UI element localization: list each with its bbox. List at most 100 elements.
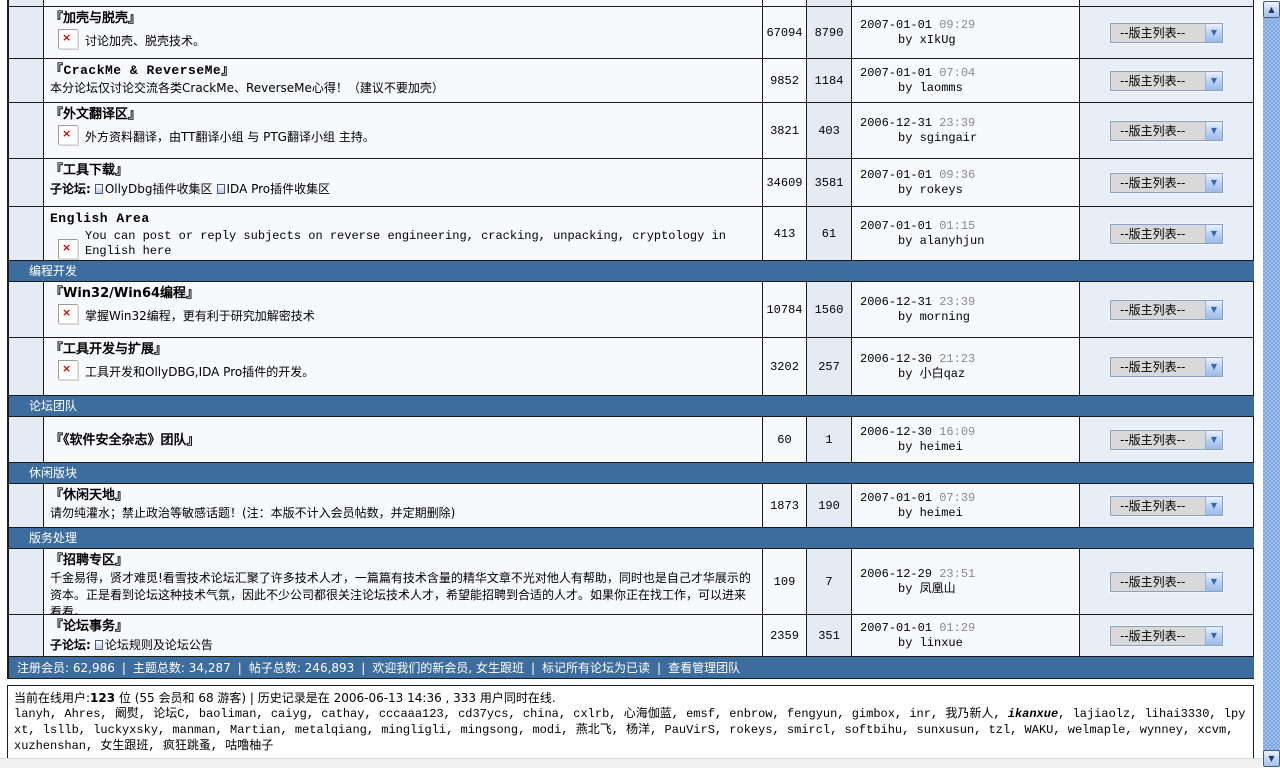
moderator-select[interactable]: --版主列表-- ▼	[1110, 571, 1223, 592]
lastpost-time: 09:29	[939, 17, 976, 32]
lastpost-cell: 2006-12-31 23:39 by sgingair	[852, 103, 1080, 158]
lastpost-date: 2007-01-01	[860, 620, 933, 635]
lastpost-date: 2007-01-01	[860, 490, 933, 505]
lastpost-cell: 2007-01-01 09:29 by xIkUg	[852, 7, 1080, 58]
lastpost-date: 2006-12-31	[860, 294, 933, 309]
moderator-select-label: --版主列表--	[1120, 359, 1186, 374]
moderator-select[interactable]: --版主列表-- ▼	[1110, 625, 1223, 646]
forum-link[interactable]: 『招聘专区』	[50, 553, 129, 568]
forum-status-cell	[9, 484, 44, 527]
section-header-admin[interactable]: 版务处理	[9, 528, 1254, 549]
lastpost-author-link[interactable]: by xIkUg	[898, 32, 956, 47]
moderator-select-label: --版主列表--	[1120, 628, 1186, 643]
broken-image-icon: ×	[58, 125, 78, 145]
lastpost-author-link[interactable]: by 凤凰山	[898, 581, 956, 596]
forum-link[interactable]: 『休闲天地』	[50, 488, 129, 503]
online-users-prefix: 当前在线用户:	[14, 691, 91, 705]
posts-count: 257	[807, 338, 852, 395]
forum-status-cell	[9, 59, 44, 102]
subforum-link[interactable]: OllyDbg插件收集区	[104, 182, 213, 196]
red-x-glyph: ×	[62, 127, 72, 140]
moderator-cell: --版主列表-- ▼	[1080, 338, 1254, 395]
lastpost-time: 21:23	[939, 351, 976, 366]
forum-link[interactable]: 『论坛事务』	[50, 619, 129, 634]
moderator-select[interactable]: --版主列表-- ▼	[1110, 429, 1223, 450]
moderator-select[interactable]: --版主列表-- ▼	[1110, 172, 1223, 193]
topics-count: 9852	[763, 59, 807, 102]
moderator-cell: --版主列表-- ▼	[1080, 615, 1254, 656]
partial-forum-row	[9, 0, 1254, 7]
forum-row: 『外文翻译区』 × 外方资料翻译，由TT翻译小组 与 PTG翻译小组 主持。 3…	[9, 103, 1254, 159]
scroll-down-button[interactable]: ▼	[1263, 750, 1280, 767]
section-header-programming[interactable]: 编程开发	[9, 261, 1254, 282]
stat-total-posts: 帖子总数: 246,893	[248, 661, 355, 675]
moderator-cell: --版主列表-- ▼	[1080, 7, 1254, 58]
moderator-select[interactable]: --版主列表-- ▼	[1110, 120, 1223, 141]
moderator-select[interactable]: --版主列表-- ▼	[1110, 495, 1223, 516]
subforum-link[interactable]: 论坛规则及论坛公告	[104, 638, 213, 652]
section-header-leisure[interactable]: 休闲版块	[9, 463, 1254, 484]
forum-link[interactable]: 『工具开发与扩展』	[50, 342, 168, 357]
lastpost-author-link[interactable]: by alanyhjun	[898, 233, 985, 248]
lastpost-author-link[interactable]: by heimei	[898, 505, 963, 520]
lastpost-time: 01:15	[939, 218, 976, 233]
separator: |	[657, 661, 662, 675]
welcome-new-member-link[interactable]: 欢迎我们的新会员, 女生跟班	[372, 661, 524, 675]
moderator-select[interactable]: --版主列表-- ▼	[1110, 356, 1223, 377]
forum-link[interactable]: 『加壳与脱壳』	[50, 11, 142, 26]
forum-status-cell	[9, 549, 44, 614]
lastpost-date: 2006-12-30	[860, 351, 933, 366]
online-usernames[interactable]: lanyh, Ahres, 阚熨, 论坛C, baoliman, caiyg, …	[14, 707, 1008, 721]
lastpost-author-link[interactable]: by laomms	[898, 80, 963, 95]
whos-online-box: 当前在线用户:123 位 (55 会员和 68 游客) | 历史记录是在 200…	[7, 685, 1254, 760]
forum-info-cell: 『Win32/Win64编程』 × 掌握Win32编程，更有利于研究加解密技术	[44, 282, 763, 337]
forum-link[interactable]: 『CrackMe & ReverseMe』	[50, 63, 235, 78]
section-header-team[interactable]: 论坛团队	[9, 396, 1254, 417]
view-forum-leaders-link[interactable]: 查看管理团队	[668, 661, 741, 675]
lastpost-cell: 2007-01-01 07:39 by heimei	[852, 484, 1080, 527]
forum-link[interactable]: 『工具下载』	[50, 163, 129, 178]
lastpost-author-link[interactable]: by linxue	[898, 635, 963, 650]
lastpost-time: 07:39	[939, 490, 976, 505]
lastpost-time: 09:36	[939, 167, 976, 182]
lastpost-author-link[interactable]: by heimei	[898, 439, 963, 454]
arrow-down-icon: ▼	[1268, 754, 1275, 763]
topics-count: 2359	[763, 615, 807, 656]
online-usernames[interactable]: , lajiaolz, lihai3330, lpyxt, lsllb, luc…	[14, 707, 1246, 753]
mark-forums-read-link[interactable]: 标记所有论坛为已读	[542, 661, 651, 675]
lastpost-author-link[interactable]: by sgingair	[898, 130, 978, 145]
subforum-link[interactable]: IDA Pro插件收集区	[226, 182, 331, 196]
chevron-down-icon: ▼	[1205, 173, 1222, 192]
forum-status-cell	[9, 0, 44, 6]
posts-count: 1	[807, 417, 852, 462]
moderator-cell: --版主列表-- ▼	[1080, 549, 1254, 614]
forum-index-table: 『加壳与脱壳』 × 讨论加壳、脱壳技术。 67094 8790 2007-01-…	[7, 0, 1254, 679]
posts-count: 61	[807, 207, 852, 260]
broken-image-icon: ×	[58, 360, 78, 380]
scroll-up-button[interactable]: ▲	[1263, 1, 1280, 18]
lastpost-author-link[interactable]: by rokeys	[898, 182, 963, 197]
online-summary: 当前在线用户:123 位 (55 会员和 68 游客) | 历史记录是在 200…	[14, 690, 1247, 706]
online-username-highlighted[interactable]: ikanxue	[1007, 707, 1059, 721]
lastpost-author-link[interactable]: by 小白qaz	[898, 366, 966, 381]
moderator-select[interactable]: --版主列表-- ▼	[1110, 22, 1223, 43]
forum-link[interactable]: 『Win32/Win64编程』	[50, 286, 200, 301]
moderator-select-label: --版主列表--	[1120, 25, 1186, 40]
forum-link[interactable]: 『外文翻译区』	[50, 107, 142, 122]
forum-link[interactable]: 『《软件安全杂志》团队』	[50, 432, 200, 448]
scrollbar-track[interactable]	[1263, 18, 1280, 751]
vertical-scrollbar[interactable]: ▲ ▼	[1263, 0, 1280, 768]
lastpost-cell: 2007-01-01 01:29 by linxue	[852, 615, 1080, 656]
forum-link[interactable]: English Area	[50, 211, 150, 226]
moderator-select-label: --版主列表--	[1120, 175, 1186, 190]
moderator-select[interactable]: --版主列表-- ▼	[1110, 299, 1223, 320]
lastpost-time: 23:51	[939, 566, 976, 581]
stat-registered-members: 注册会员: 62,986	[17, 661, 115, 675]
subforum-label: 子论坛:	[50, 638, 91, 652]
forum-info-cell	[44, 0, 763, 6]
lastpost-author-link[interactable]: by morning	[898, 309, 971, 324]
online-users-list[interactable]: lanyh, Ahres, 阚熨, 论坛C, baoliman, caiyg, …	[14, 706, 1247, 754]
moderator-select[interactable]: --版主列表-- ▼	[1110, 223, 1223, 244]
moderator-select[interactable]: --版主列表-- ▼	[1110, 70, 1223, 91]
forum-row: 『论坛事务』 子论坛: 论坛规则及论坛公告 2359 351 2007-01-01…	[9, 615, 1254, 657]
